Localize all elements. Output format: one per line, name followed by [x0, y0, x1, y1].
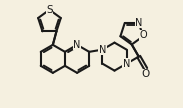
Text: N: N [135, 18, 142, 28]
Text: N: N [123, 59, 130, 69]
Text: N: N [99, 45, 106, 55]
Text: N: N [73, 40, 81, 50]
Text: S: S [46, 5, 53, 15]
Text: O: O [139, 30, 147, 40]
Text: O: O [142, 69, 150, 79]
